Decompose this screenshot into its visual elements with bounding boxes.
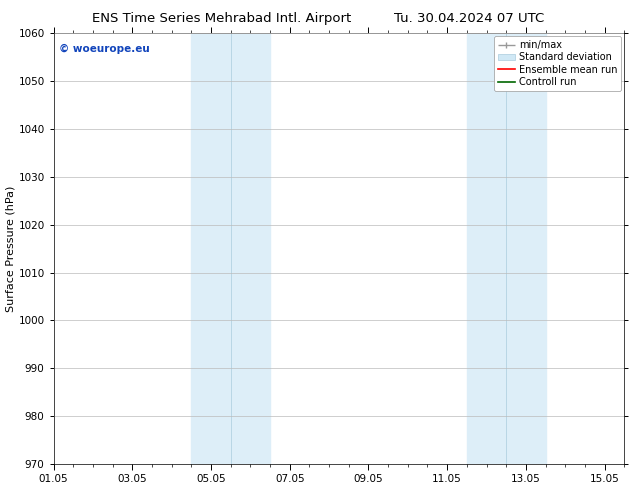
Y-axis label: Surface Pressure (hPa): Surface Pressure (hPa)	[6, 185, 16, 312]
Bar	[467, 33, 506, 464]
Bar	[191, 33, 231, 464]
Text: ENS Time Series Mehrabad Intl. Airport: ENS Time Series Mehrabad Intl. Airport	[93, 12, 351, 25]
Legend: min/max, Standard deviation, Ensemble mean run, Controll run: min/max, Standard deviation, Ensemble me…	[494, 36, 621, 91]
Text: © woeurope.eu: © woeurope.eu	[60, 44, 150, 54]
Text: Tu. 30.04.2024 07 UTC: Tu. 30.04.2024 07 UTC	[394, 12, 544, 25]
Bar	[231, 33, 270, 464]
Bar	[506, 33, 546, 464]
